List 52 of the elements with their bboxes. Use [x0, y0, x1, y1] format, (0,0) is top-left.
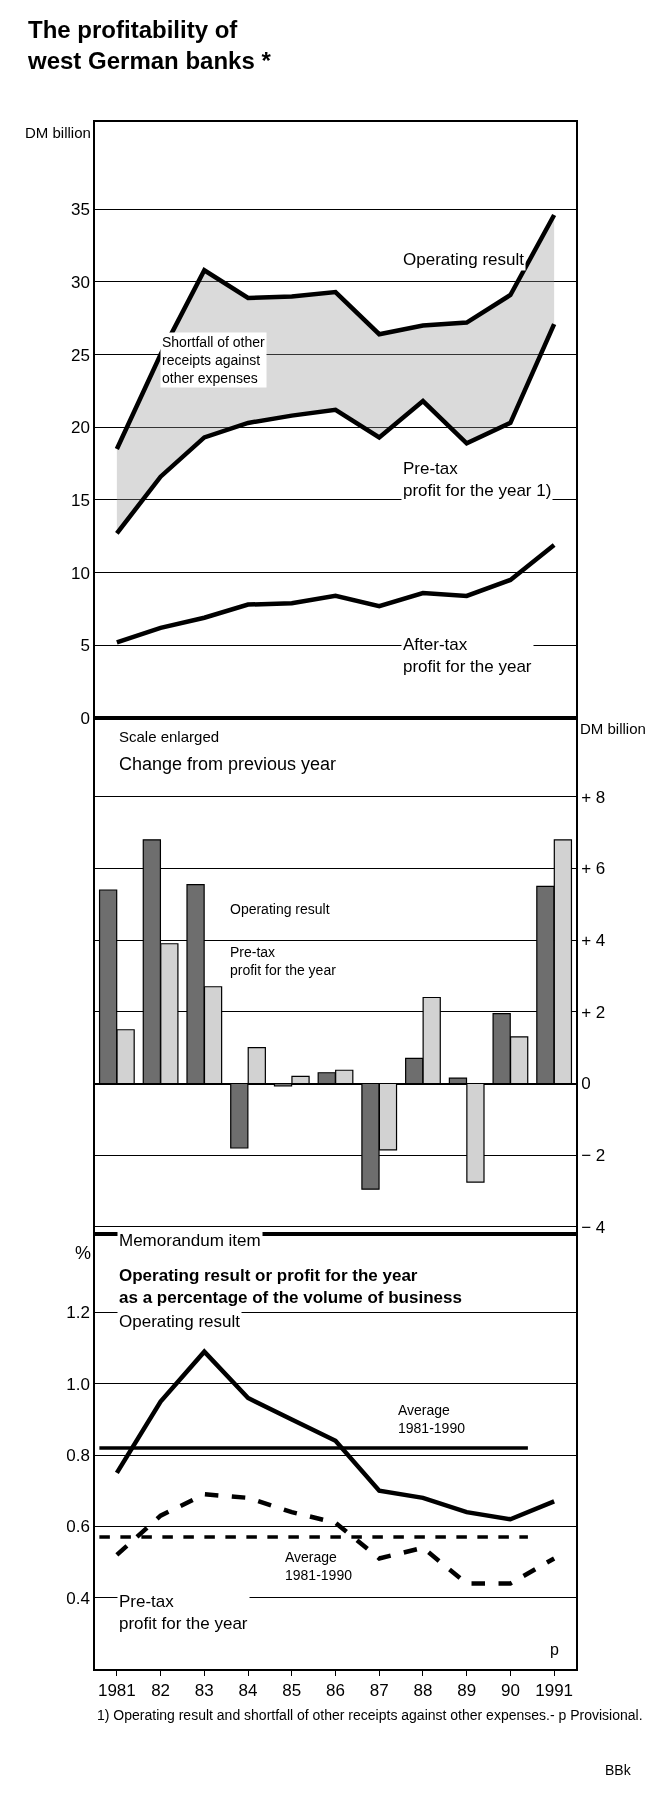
x-tick-label: 83: [194, 1681, 214, 1701]
annotation: p: [550, 1641, 559, 1658]
x-tick-label: 1981: [97, 1681, 136, 1701]
y-tick-label: 1.2: [66, 1303, 90, 1323]
ref-line-label: Average 1981-1990: [398, 1402, 466, 1437]
y-tick-label: + 8: [581, 787, 606, 807]
y-tick-label: − 2: [581, 1146, 606, 1166]
y-tick-label: + 2: [581, 1002, 606, 1022]
series-label: Pre-tax profit for the year 1): [403, 459, 552, 501]
y-tick-label: 0.8: [66, 1446, 90, 1466]
x-tick-label: 88: [413, 1681, 433, 1701]
ref-line-label: Average 1981-1990: [285, 1549, 353, 1584]
text: Operating result or profit for the year as a percentage of the volume of business: [119, 1266, 462, 1308]
x-tick-label: 86: [326, 1681, 345, 1701]
y-tick-label: + 6: [581, 859, 606, 879]
text: 1) Operating result and shortfall of other receipts against other expenses.- p Provisional.: [97, 1707, 643, 1723]
x-tick-label: 1991: [535, 1681, 574, 1701]
y-tick-label: 35: [70, 200, 90, 220]
y-tick-label: 10: [70, 563, 90, 583]
y-axis-title: DM billion: [25, 124, 91, 141]
text: Change from previous year: [119, 754, 337, 774]
x-tick-label: 85: [282, 1681, 302, 1701]
y-tick-label: 0.4: [66, 1588, 90, 1608]
annotation: Shortfall of other receipts against other expenses: [162, 334, 266, 387]
y-tick-label: 20: [70, 418, 90, 438]
y-tick-label: 0.6: [66, 1517, 90, 1537]
y-tick-label: 1.0: [66, 1374, 90, 1394]
x-tick-label: 87: [369, 1681, 389, 1701]
y-tick-label: 0: [581, 1074, 591, 1094]
x-tick-label: 90: [500, 1681, 520, 1701]
x-tick-label: 82: [151, 1681, 171, 1701]
chart-subtitle: Memorandum item: [119, 1231, 261, 1250]
y-axis-title: %: [75, 1243, 92, 1263]
series-label: Operating result: [403, 250, 525, 269]
chart-title: The profitability of west German banks *: [27, 16, 272, 75]
text: Pre-tax profit for the year: [119, 1592, 248, 1634]
text: After-tax profit for the year: [403, 635, 532, 677]
x-tick-label: 89: [457, 1681, 477, 1701]
y-tick-label: 5: [80, 636, 90, 656]
x-tick-label: 84: [238, 1681, 258, 1701]
series-label: Operating result: [230, 901, 330, 917]
y-tick-label: − 4: [581, 1217, 606, 1237]
text: Operating result: [119, 1312, 241, 1331]
y-tick-label: 0: [80, 708, 90, 728]
y-tick-label: 30: [70, 272, 90, 292]
y-axis-title: DM billion: [580, 720, 646, 737]
y-tick-label: 25: [70, 345, 90, 365]
y-tick-label: + 4: [581, 931, 606, 951]
series-label: Pre-tax profit for the year: [230, 944, 337, 979]
text: Scale enlarged: [119, 728, 220, 745]
y-tick-label: 15: [70, 490, 90, 510]
text: BBk: [605, 1762, 632, 1778]
